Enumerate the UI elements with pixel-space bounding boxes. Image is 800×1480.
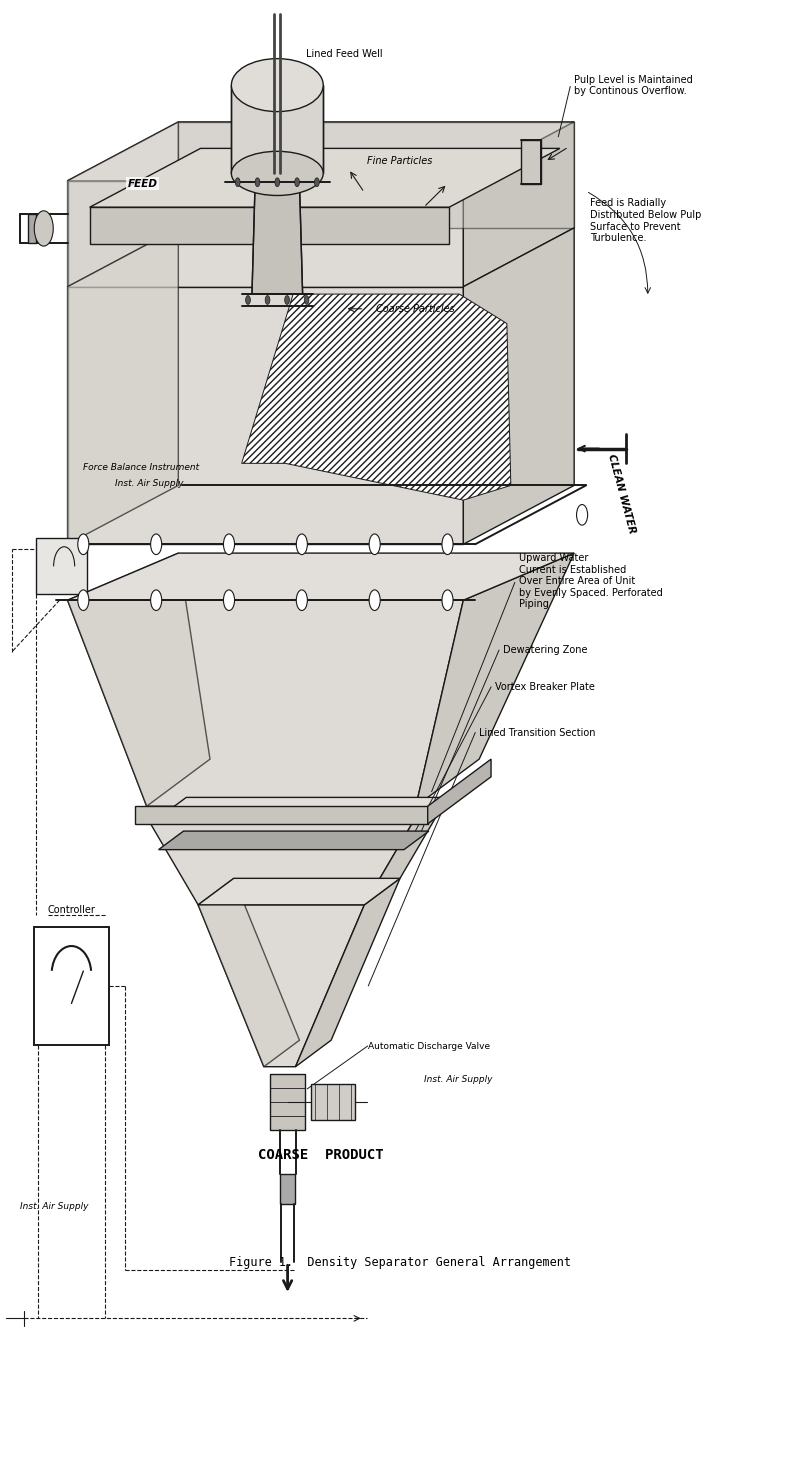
- Polygon shape: [90, 148, 560, 207]
- Text: Dewatering Zone: Dewatering Zone: [503, 645, 587, 656]
- Polygon shape: [67, 601, 463, 807]
- Text: CLEAN WATER: CLEAN WATER: [606, 453, 637, 536]
- Circle shape: [442, 591, 453, 610]
- Text: Automatic Discharge Valve: Automatic Discharge Valve: [368, 1042, 490, 1051]
- Text: Figure 1.  Density Separator General Arrangement: Figure 1. Density Separator General Arra…: [229, 1257, 571, 1268]
- Polygon shape: [428, 759, 491, 824]
- Circle shape: [78, 534, 89, 555]
- Circle shape: [246, 296, 250, 305]
- Polygon shape: [90, 207, 449, 244]
- Polygon shape: [67, 228, 178, 545]
- Ellipse shape: [231, 59, 323, 111]
- Circle shape: [265, 296, 270, 305]
- Circle shape: [577, 505, 588, 525]
- Polygon shape: [198, 878, 299, 1067]
- Bar: [34, 926, 109, 1045]
- Circle shape: [275, 178, 280, 186]
- Text: Pulp Level is Maintained
by Continous Overflow.: Pulp Level is Maintained by Continous Ov…: [574, 75, 693, 96]
- Polygon shape: [242, 295, 511, 500]
- Polygon shape: [252, 182, 302, 295]
- Polygon shape: [67, 287, 463, 545]
- Text: Feed is Radially
Distributed Below Pulp
Surface to Prevent
Turbulence.: Feed is Radially Distributed Below Pulp …: [590, 198, 702, 243]
- Text: Inst. Air Supply: Inst. Air Supply: [115, 480, 183, 488]
- Polygon shape: [463, 121, 574, 287]
- Text: COARSE  PRODUCT: COARSE PRODUCT: [258, 1148, 384, 1162]
- Circle shape: [150, 591, 162, 610]
- Text: Inst. Air Supply: Inst. Air Supply: [20, 1202, 89, 1211]
- Polygon shape: [281, 1174, 294, 1203]
- Polygon shape: [67, 121, 178, 287]
- Polygon shape: [67, 181, 463, 287]
- Polygon shape: [364, 798, 447, 904]
- Polygon shape: [67, 554, 574, 601]
- Ellipse shape: [231, 151, 323, 195]
- Text: FEED: FEED: [128, 179, 158, 189]
- Circle shape: [223, 534, 234, 555]
- Text: Lined Feed Well: Lined Feed Well: [306, 49, 383, 59]
- Text: Inst. Air Supply: Inst. Air Supply: [424, 1076, 492, 1085]
- Polygon shape: [416, 554, 574, 807]
- Circle shape: [235, 178, 240, 186]
- Text: Lined Transition Section: Lined Transition Section: [479, 728, 596, 737]
- Polygon shape: [178, 121, 574, 228]
- Circle shape: [34, 210, 54, 246]
- Circle shape: [296, 591, 307, 610]
- Circle shape: [255, 178, 260, 186]
- Text: Controller: Controller: [47, 906, 95, 915]
- Circle shape: [314, 178, 319, 186]
- Text: Vortex Breaker Plate: Vortex Breaker Plate: [495, 682, 595, 693]
- Text: Fine Particles: Fine Particles: [367, 155, 433, 166]
- Circle shape: [442, 534, 453, 555]
- Text: Upward Water
Current is Established
Over Entire Area of Unit
by Evenly Spaced. P: Upward Water Current is Established Over…: [518, 554, 662, 610]
- Polygon shape: [198, 878, 400, 904]
- Polygon shape: [231, 86, 323, 173]
- Text: Force Balance Instrument: Force Balance Instrument: [83, 463, 199, 472]
- Polygon shape: [270, 1074, 305, 1131]
- Circle shape: [304, 296, 309, 305]
- Polygon shape: [158, 832, 429, 850]
- Polygon shape: [67, 554, 210, 807]
- Circle shape: [285, 296, 290, 305]
- Polygon shape: [67, 121, 574, 181]
- Polygon shape: [198, 904, 364, 1067]
- Circle shape: [296, 534, 307, 555]
- Polygon shape: [295, 878, 400, 1067]
- Polygon shape: [28, 213, 36, 243]
- Circle shape: [294, 178, 299, 186]
- Circle shape: [369, 534, 380, 555]
- Polygon shape: [463, 228, 574, 545]
- Text: Coarse Particles: Coarse Particles: [376, 303, 455, 314]
- Bar: [311, 1085, 355, 1120]
- Bar: [36, 539, 87, 595]
- Polygon shape: [521, 139, 541, 184]
- Circle shape: [369, 591, 380, 610]
- Polygon shape: [134, 807, 428, 824]
- Polygon shape: [150, 824, 412, 904]
- Polygon shape: [150, 798, 447, 824]
- Circle shape: [223, 591, 234, 610]
- Circle shape: [150, 534, 162, 555]
- Circle shape: [78, 591, 89, 610]
